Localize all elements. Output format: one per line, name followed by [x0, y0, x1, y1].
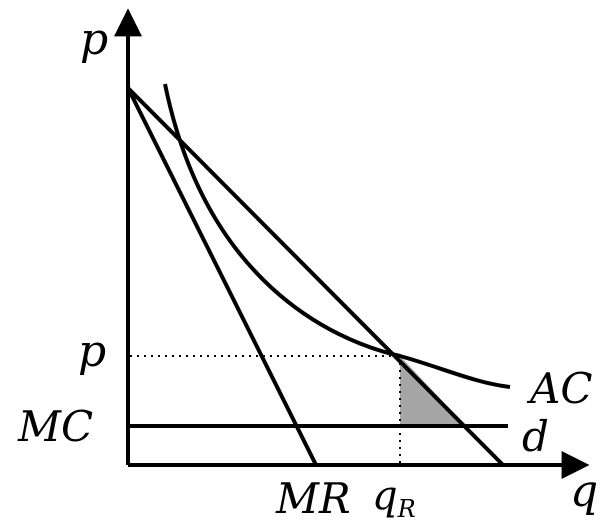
ac-curve-label: AC — [530, 364, 593, 413]
price-tick-label: p — [78, 326, 107, 377]
demand-curve — [126, 86, 505, 467]
mc-tick-label: MC — [18, 402, 94, 451]
demand-curve-label: d — [522, 412, 549, 461]
mr-curve-label: MR — [276, 474, 351, 523]
quantity-tick-subscript: R — [397, 495, 416, 523]
mr-curve — [126, 87, 318, 466]
quantity-tick-base: q — [372, 473, 398, 519]
quantity-tick-label: qR — [372, 473, 416, 521]
y-axis-label: p — [80, 14, 109, 65]
ac-curve — [163, 83, 511, 389]
x-axis-label: q — [570, 466, 599, 517]
